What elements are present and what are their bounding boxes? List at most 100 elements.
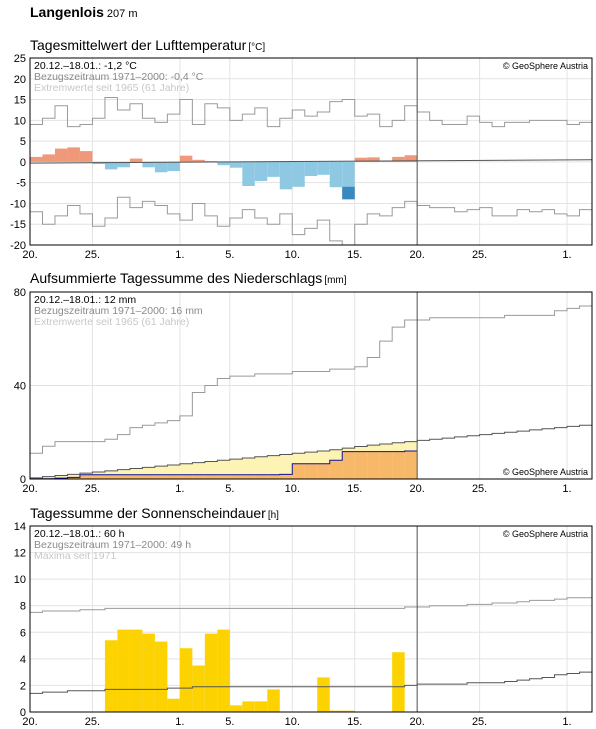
info-line: Bezugszeitraum 1971–2000: 49 h: [34, 539, 191, 551]
y-tick-label: -10: [10, 198, 26, 210]
sunshine-panel-title: Tagessumme der Sonnenscheindauer [h]: [30, 505, 279, 521]
sunshine-bar: [154, 641, 168, 712]
sunshine-bar: [329, 710, 343, 712]
x-tick-label: 15.: [347, 716, 362, 728]
anomaly-bar: [329, 161, 343, 188]
normal-line: [30, 671, 592, 694]
x-tick-label: 1.: [562, 716, 571, 728]
x-tick-label: 15.: [347, 249, 362, 261]
anomaly-bar: [367, 157, 380, 162]
sunshine-bar: [129, 629, 143, 712]
y-tick-label: -15: [10, 219, 26, 231]
x-tick-label: 25.: [472, 716, 487, 728]
actual-area: [254, 474, 268, 479]
info-line: 20.12.–18.01.: -1,2 °C: [34, 60, 137, 72]
actual-area: [104, 474, 118, 479]
station-header: Langenlois 207 m: [30, 4, 137, 20]
actual-area: [392, 451, 405, 479]
panel-0: -20 -15 -10 -5 0 5 10 15 20 25 20. 25. 1. 5. 10. 15. 20.…: [10, 53, 593, 261]
min-extreme-line: [30, 196, 592, 246]
anomaly-bar: [242, 161, 255, 186]
x-tick-label: 1.: [175, 249, 184, 261]
x-tick-label: 1.: [175, 716, 184, 728]
sunshine-bar: [392, 652, 405, 712]
x-tick-label: 15.: [347, 483, 362, 495]
anomaly-bar: [179, 155, 193, 162]
precipitation-panel-title: Aufsummierte Tagessumme des Niederschlag…: [30, 270, 347, 286]
x-tick-label: 25.: [85, 249, 100, 261]
y-tick-label: 10: [14, 574, 26, 586]
actual-area: [404, 450, 418, 479]
y-tick-label: 15: [14, 95, 26, 107]
x-tick-label: 20.: [410, 483, 425, 495]
info-line: Bezugszeitraum 1971–2000: 16 mm: [34, 305, 203, 317]
y-tick-label: 4: [20, 654, 26, 666]
anomaly-bar: [392, 156, 405, 162]
actual-area: [142, 474, 155, 479]
actual-area: [379, 451, 393, 479]
sunshine-bar: [254, 701, 268, 712]
actual-area: [67, 477, 80, 479]
x-tick-label: 20.: [22, 483, 37, 495]
anomaly-bar: [167, 161, 180, 172]
anomaly-bar: [192, 159, 205, 162]
anomaly-bar: [129, 158, 143, 162]
info-line: 20.12.–18.01.: 60 h: [34, 528, 125, 540]
y-tick-label: 5: [20, 136, 26, 148]
anomaly-bar: [30, 156, 43, 162]
anomaly-bar: [54, 148, 68, 162]
precipitation-title: Aufsummierte Tagessumme des Niederschlag…: [30, 270, 323, 286]
normal-line: [29, 159, 593, 164]
maxima-line: [30, 597, 592, 613]
actual-area: [292, 463, 305, 479]
anomaly-bar: [67, 147, 80, 162]
actual-area: [217, 474, 230, 479]
anomaly-bar: [117, 161, 130, 168]
actual-area: [204, 474, 218, 479]
x-tick-label: 1.: [562, 249, 571, 261]
sunshine-bar: [204, 633, 218, 712]
copyright-label: © GeoSphere Austria: [503, 529, 588, 539]
sunshine-bar: [117, 629, 130, 712]
x-tick-label: 20.: [22, 716, 37, 728]
x-tick-label: 25.: [85, 483, 100, 495]
actual-area: [154, 474, 168, 479]
anomaly-bar-dark: [342, 186, 355, 200]
x-tick-label: 25.: [472, 249, 487, 261]
y-tick-label: 14: [14, 521, 26, 533]
y-tick-label: 12: [14, 548, 26, 560]
sunshine-bar: [342, 710, 355, 712]
plot-frame: [29, 525, 593, 713]
anomaly-bar: [254, 161, 268, 182]
sunshine-bar: [104, 640, 118, 712]
copyright-label: © GeoSphere Austria: [503, 467, 588, 477]
sunshine-bar: [229, 705, 243, 712]
actual-area: [367, 451, 380, 479]
actual-area: [279, 474, 293, 479]
y-tick-label: 20: [14, 74, 26, 86]
y-tick-label: 80: [14, 287, 26, 299]
actual-area: [117, 474, 130, 479]
copyright-label: © GeoSphere Austria: [503, 61, 588, 71]
precipitation-unit: [mm]: [324, 275, 347, 286]
actual-area: [242, 474, 255, 479]
panel-1: 0 40 80 20. 25. 1. 5. 10. 15. 20. 25. 1. 20.12.–18.0…: [14, 287, 593, 495]
y-tick-label: 0: [20, 707, 26, 719]
actual-area: [179, 474, 193, 479]
y-tick-label: 40: [14, 381, 26, 393]
sunshine-bar: [217, 629, 230, 712]
x-tick-label: 10.: [285, 716, 300, 728]
sunshine-bar: [142, 633, 155, 712]
actual-area: [342, 451, 355, 479]
sunshine-bar: [242, 701, 255, 712]
station-name: Langenlois: [30, 4, 104, 20]
info-line: Extremwerte seit 1965 (61 Jahre): [34, 316, 189, 328]
y-tick-label: 6: [20, 627, 26, 639]
y-tick-label: 0: [20, 157, 26, 169]
anomaly-bar: [204, 161, 218, 162]
temperature-unit: [°C]: [248, 42, 266, 53]
x-tick-label: 25.: [85, 716, 100, 728]
plot-frame: [29, 57, 593, 246]
y-tick-label: 2: [20, 680, 26, 692]
actual-area: [304, 463, 318, 479]
